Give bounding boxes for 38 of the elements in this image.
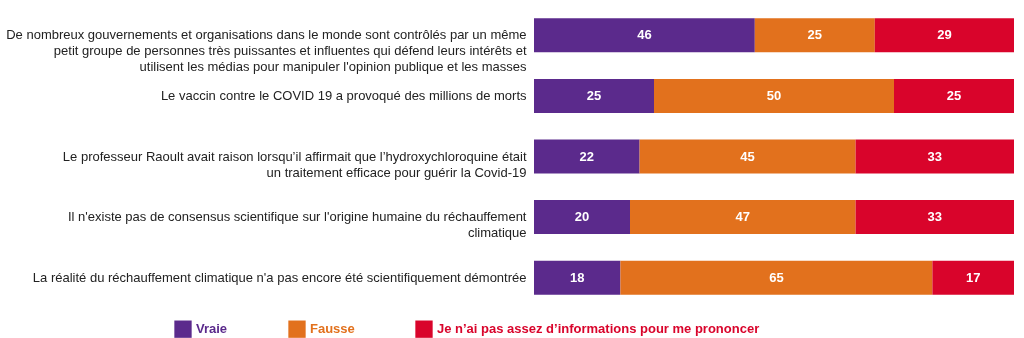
data-label: 25: [946, 87, 962, 103]
data-label: 50: [766, 87, 782, 103]
bar: [855, 200, 1014, 235]
data-label: 46: [637, 27, 652, 43]
data-label: 17: [965, 269, 981, 285]
bar: [654, 78, 894, 113]
bar: [754, 18, 875, 53]
legend-label: Je n’ai pas assez d’informations pour me prononcer: [437, 321, 760, 337]
bar: [639, 139, 856, 174]
data-label: 29: [937, 27, 952, 43]
bar: [534, 200, 630, 235]
data-label: 20: [574, 209, 590, 225]
bar: [894, 78, 1014, 113]
y-tick-label: Il n'existe pas de consensus scientifique sur l'origine humaine du réchauffement climatique: [67, 209, 527, 241]
bar: [534, 139, 640, 174]
y-tick-label: Le professeur Raoult avait raison lorsqu’il affirmait que l’hydroxychloroquine était un traitement efficace pour guérir la Covid-19: [62, 148, 527, 180]
data-label: 65: [769, 269, 784, 285]
bar: [874, 18, 1014, 53]
y-tick-label: De nombreux gouvernements et organisations dans le monde sont contrôlés par un même petit groupe de personnes très puissantes et influentes qui défend leurs intérêts et utilisent les médias pour manipuler l'opinion publique et les masses: [6, 27, 527, 75]
data-label: 25: [807, 27, 823, 43]
bar: [630, 200, 856, 235]
bar: [855, 139, 1014, 174]
bar: [932, 260, 1014, 295]
legend-label: Fausse: [310, 321, 355, 337]
data-label: 18: [569, 269, 585, 285]
data-label: 33: [927, 209, 943, 225]
y-tick-label: La réalité du réchauffement climatique n'a pas encore été scientifiquement démontrée: [32, 269, 527, 285]
bar: [534, 18, 755, 53]
data-label: 45: [740, 148, 755, 164]
data-label: 47: [735, 209, 751, 225]
bar: [620, 260, 933, 295]
data-label: 25: [586, 87, 602, 103]
data-label: 22: [579, 148, 595, 164]
bar: [534, 260, 621, 295]
legend-label: Vraie: [196, 321, 228, 337]
data-label: 33: [927, 148, 943, 164]
y-tick-label: Le vaccin contre le COVID 19 a provoqué des millions de morts: [160, 87, 527, 103]
bar: [534, 78, 654, 113]
